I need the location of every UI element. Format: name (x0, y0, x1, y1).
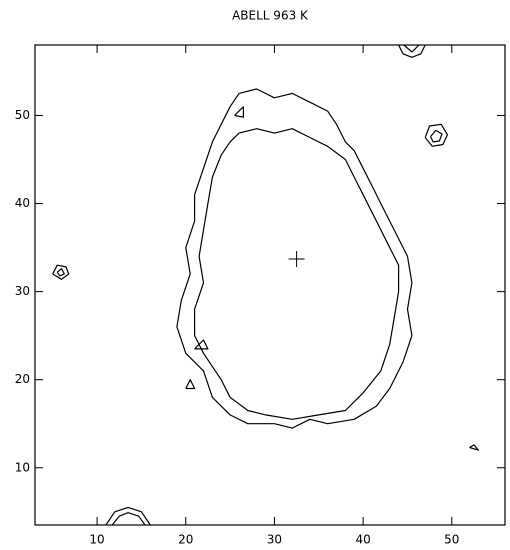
plot-frame (34, 44, 506, 526)
x-tick-label: 20 (178, 533, 193, 547)
contour-line (398, 45, 426, 58)
contour-line (176, 88, 413, 429)
contour-line (469, 444, 479, 451)
contour-line (429, 129, 443, 143)
contour-line (234, 106, 244, 118)
contour-line (111, 512, 146, 525)
contour-line (56, 268, 65, 277)
chart-title: ABELL 963 K (232, 9, 309, 23)
contour-line (403, 45, 420, 53)
plot-area (52, 45, 479, 525)
contour-line (424, 123, 448, 147)
contour-line (194, 339, 209, 350)
y-tick-label: 10 (15, 460, 30, 474)
contour-line (185, 379, 196, 390)
contour-line (194, 128, 400, 420)
contour-line (105, 506, 151, 525)
y-tick-label: 20 (15, 372, 30, 386)
x-tick-label: 40 (355, 533, 370, 547)
x-tick-label: 10 (89, 533, 104, 547)
x-tick-label: 50 (444, 533, 459, 547)
y-tick-label: 40 (15, 196, 30, 210)
y-tick-label: 30 (15, 284, 30, 298)
contour-line (52, 264, 70, 280)
y-tick-label: 50 (15, 108, 30, 122)
x-tick-label: 30 (267, 533, 282, 547)
